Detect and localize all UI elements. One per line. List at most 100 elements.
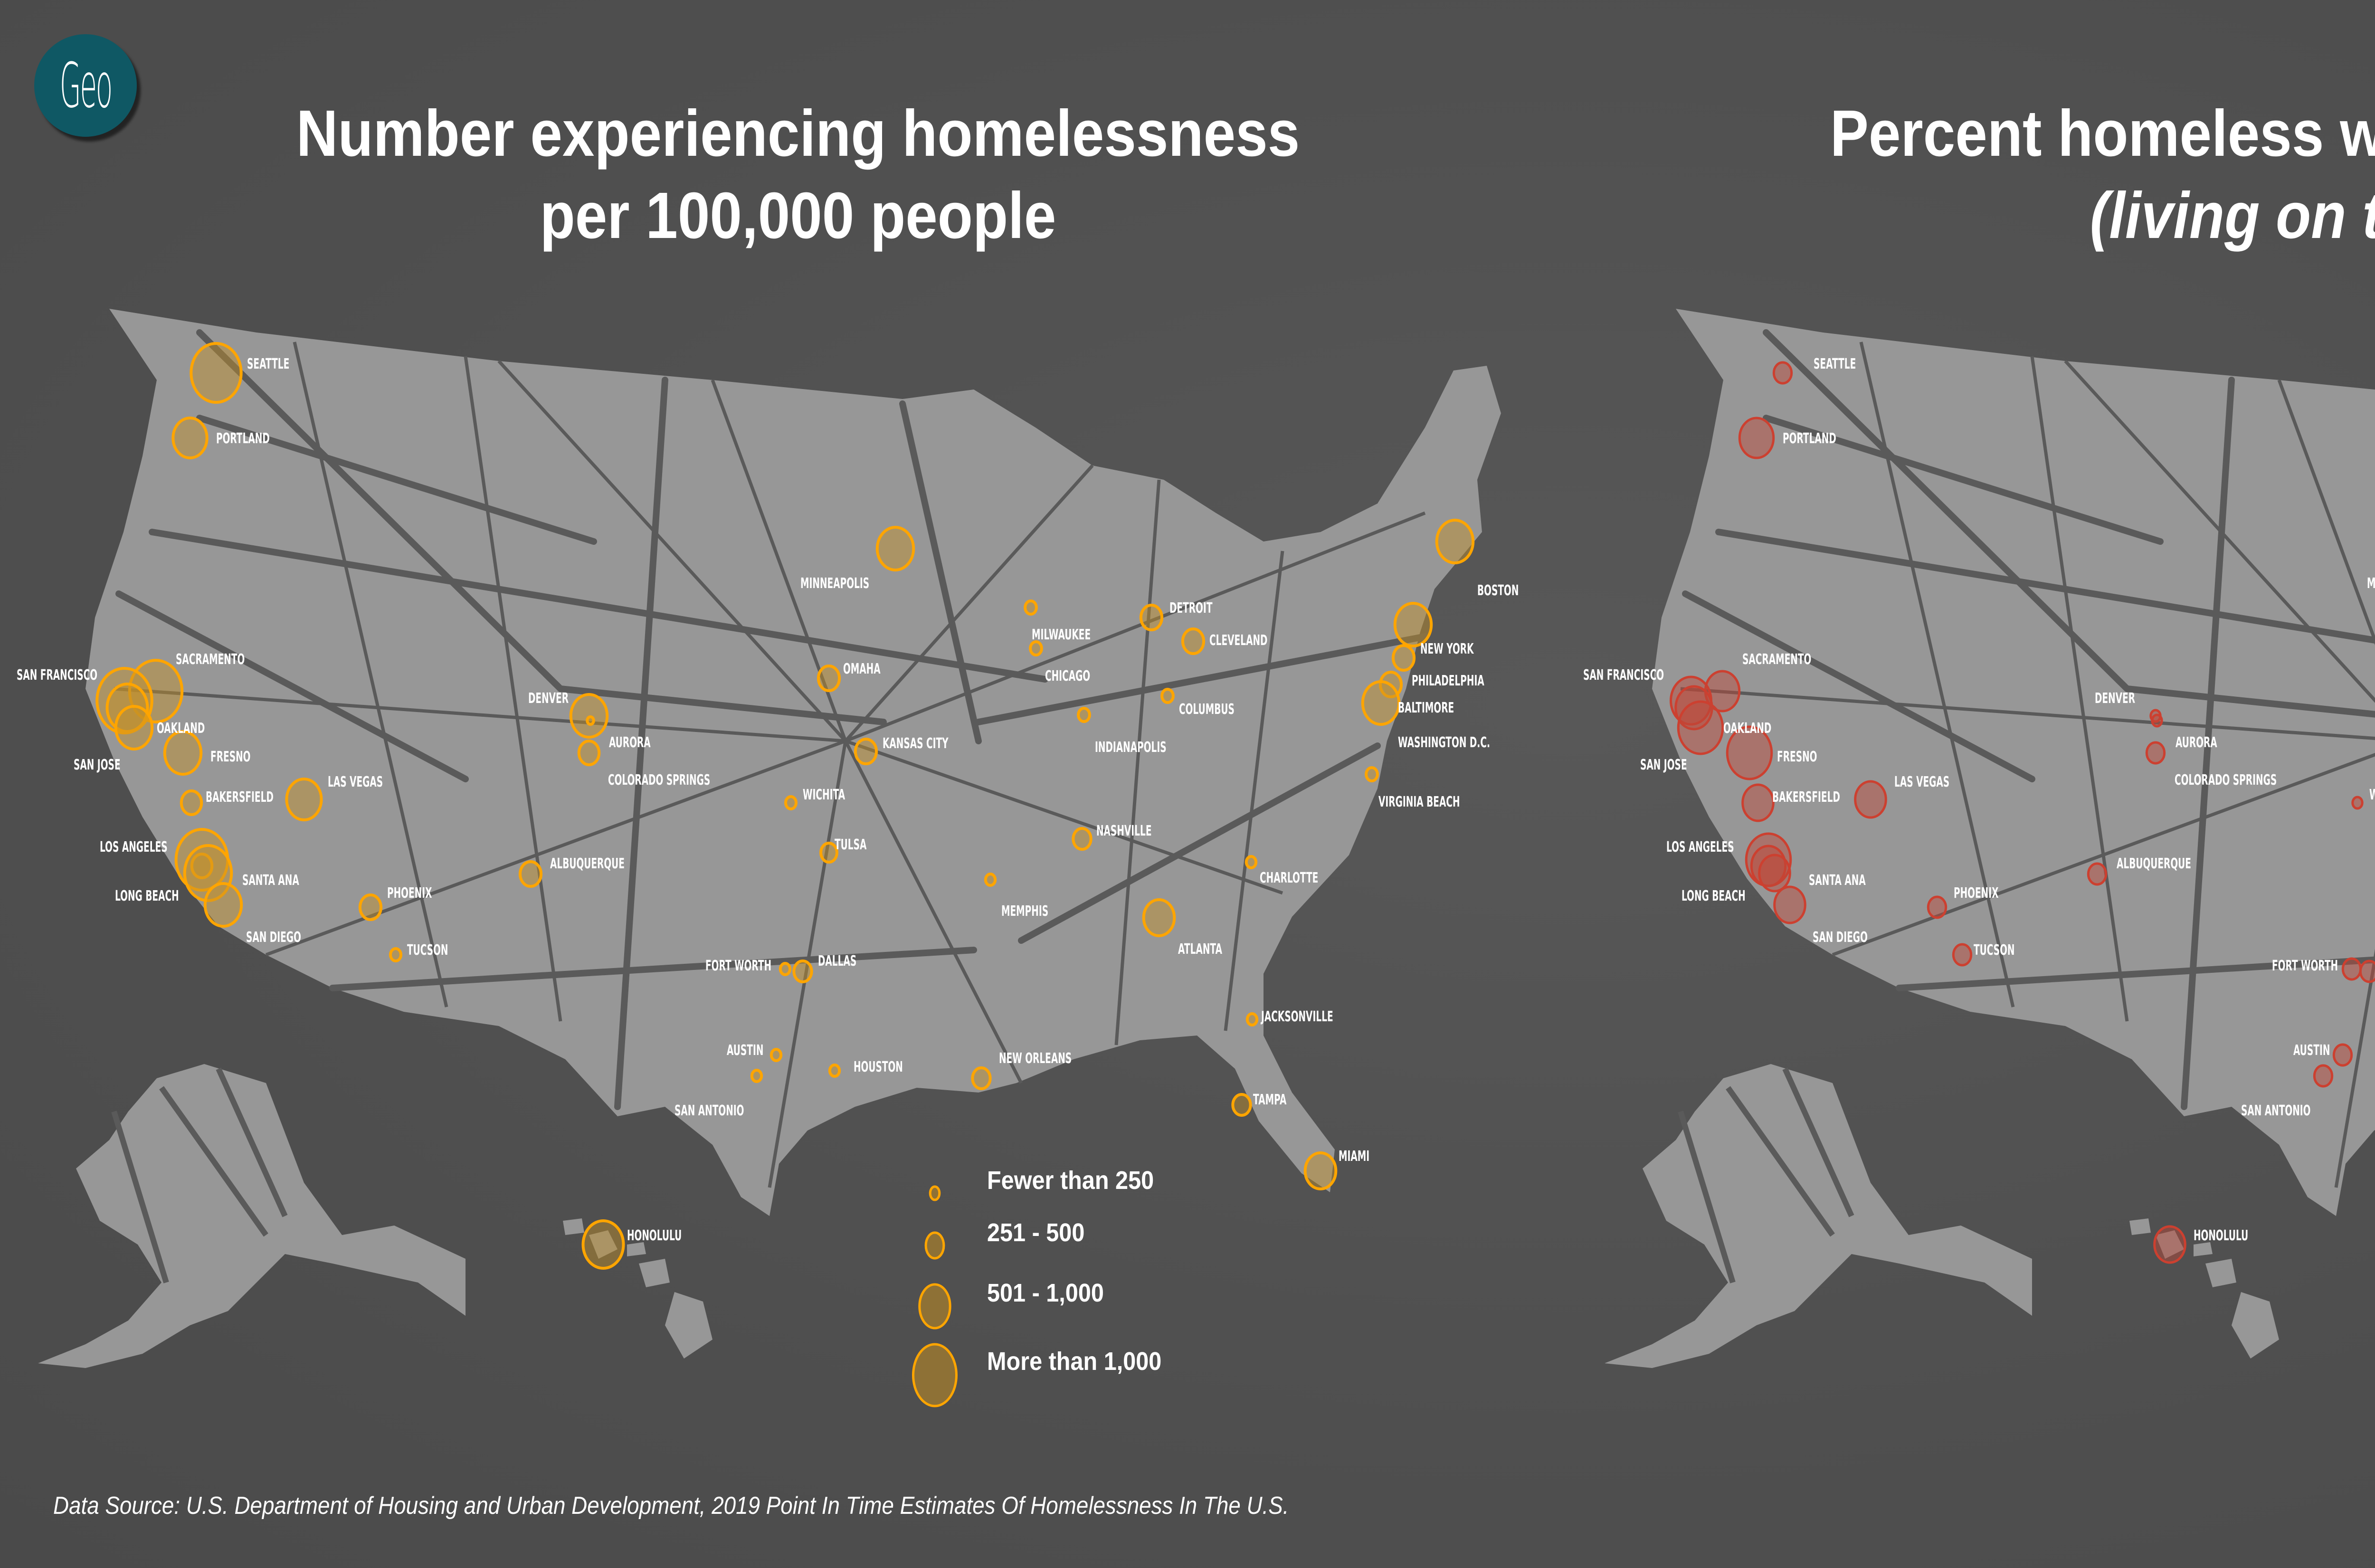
left-city-labels: SEATTLE PORTLAND SACRAMENTO SAN FRANCISCO OA… [17, 355, 1519, 1244]
city-label: VIRGINIA BEACH [1378, 793, 1460, 810]
city-bubble [203, 882, 243, 928]
city-bubble [1677, 700, 1724, 755]
city-label: WICHITA [2369, 786, 2375, 803]
city-bubble [1029, 640, 1043, 656]
city-label: CHARLOTTE [1260, 869, 1318, 886]
city-bubble [1139, 604, 1164, 631]
city-bubble [817, 665, 841, 692]
city-bubble [171, 417, 209, 459]
city-label: MILWAUKEE [1032, 626, 1091, 643]
city-label: SAN FRANCISCO [17, 666, 97, 683]
right-map: SEATTLE PORTLAND SACRAMENTO SAN FRANCISCO OA… [1583, 309, 2375, 1368]
city-label: TUCSON [1974, 941, 2014, 958]
city-label: AURORA [2176, 734, 2217, 751]
left-title-line2: per 100,000 people [540, 179, 1056, 252]
legend-circle-icon [918, 1283, 951, 1330]
city-bubble [1772, 361, 1793, 385]
city-label: OAKLAND [1723, 720, 1771, 736]
city-bubble [1758, 854, 1791, 893]
city-label: LONG BEACH [115, 887, 179, 904]
right-city-labels: SEATTLE PORTLAND SACRAMENTO SAN FRANCISCO OA… [1583, 355, 2375, 1244]
city-label: NEW YORK [1420, 640, 1474, 657]
right-bubble-layer [1670, 361, 2375, 1264]
city-label: BALTIMORE [1398, 699, 1454, 716]
legend-circle-icon [929, 1185, 941, 1201]
city-bubble [190, 853, 214, 879]
city-label: COLORADO SPRINGS [2175, 771, 2277, 788]
city-label: SACRAMENTO [176, 651, 245, 667]
city-label: SEATTLE [1814, 355, 1856, 372]
city-bubble [95, 667, 153, 734]
city-label: COLORADO SPRINGS [608, 771, 710, 788]
city-bubble [2351, 796, 2364, 810]
city-label: ALBUQUERQUE [550, 855, 625, 872]
city-bubble [1181, 627, 1206, 655]
city-label: MINNEAPOLIS [800, 575, 869, 591]
city-bubble [971, 1066, 992, 1090]
city-bubble [1393, 602, 1433, 647]
city-bubble [581, 1219, 625, 1270]
city-label: OAKLAND [157, 720, 205, 736]
left-title: Number experiencing homelessness per 100… [234, 93, 1362, 257]
city-label: PHOENIX [1954, 884, 1998, 901]
city-label: DENVER [2095, 690, 2135, 706]
city-bubble [1072, 827, 1092, 851]
city-label: NASHVILLE [1096, 822, 1152, 839]
city-bubble [180, 789, 203, 816]
city-label: BOSTON [1477, 582, 1519, 599]
city-label: SAN DIEGO [1813, 929, 1868, 945]
city-label: ALBUQUERQUE [2117, 855, 2191, 872]
city-label: HOUSTON [854, 1058, 903, 1075]
city-label: PHOENIX [387, 884, 432, 901]
city-bubble [984, 873, 997, 887]
city-label: SAN FRANCISCO [1583, 666, 1664, 683]
city-bubble [190, 342, 243, 404]
city-label: OMAHA [843, 660, 881, 677]
city-bubble [163, 730, 203, 776]
city-label: HONOLULU [2194, 1227, 2248, 1244]
city-label: PORTLAND [1783, 430, 1836, 447]
city-label: DENVER [528, 690, 569, 706]
city-bubble [2341, 957, 2362, 981]
city-label: SEATTLE [247, 355, 289, 372]
city-bubble [2359, 960, 2375, 983]
city-bubble [1854, 780, 1887, 819]
city-bubble [1160, 688, 1175, 704]
right-title-line1: Percent homeless who are unsheltered [1830, 97, 2375, 170]
city-label: TULSA [835, 836, 867, 853]
city-label: SAN JOSE [74, 756, 121, 773]
data-source-note: Data Source: U.S. Department of Housing … [53, 1492, 1289, 1520]
city-label: NEW ORLEANS [999, 1050, 1072, 1066]
city-bubble [1077, 707, 1091, 723]
city-bubble [770, 1048, 783, 1062]
city-label: HONOLULU [627, 1227, 682, 1244]
city-label: AURORA [609, 734, 651, 751]
city-label: MEMPHIS [1001, 903, 1048, 919]
city-label: SAN ANTONIO [674, 1102, 744, 1119]
city-label: DETROIT [1169, 599, 1212, 616]
city-bubble [285, 778, 323, 821]
city-bubble [518, 860, 543, 888]
city-label: COLUMBUS [1179, 701, 1235, 717]
city-label: PHILADELPHIA [1412, 672, 1484, 689]
city-bubble [1726, 725, 1773, 780]
city-bubble [854, 738, 878, 765]
city-bubble [114, 705, 154, 751]
city-bubble [1952, 943, 1973, 967]
city-label: AUSTIN [727, 1042, 763, 1058]
city-bubble [784, 795, 798, 810]
city-label: MIAMI [1339, 1148, 1369, 1164]
city-bubble [819, 842, 838, 864]
right-title-line2: (living on the street) [2090, 179, 2375, 252]
left-title-line1: Number experiencing homelessness [296, 97, 1300, 170]
city-label: SANTA ANA [1809, 872, 1866, 888]
us-map-shape [38, 309, 1501, 1368]
city-bubble [2151, 713, 2163, 728]
city-bubble [2145, 741, 2166, 765]
city-label: CHICAGO [1045, 667, 1090, 684]
city-bubble [1391, 644, 1416, 672]
city-bubble [1927, 895, 1948, 919]
city-label: LOS ANGELES [100, 838, 168, 855]
city-label: SAN JOSE [1640, 756, 1687, 773]
